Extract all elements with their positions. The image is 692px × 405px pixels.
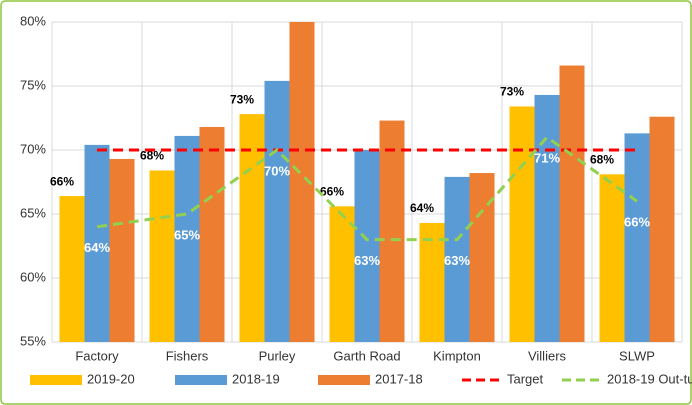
legend-label: 2018-19 Out-turn — [607, 371, 692, 386]
y-tick-label: 65% — [20, 205, 46, 220]
bar — [109, 158, 135, 342]
bar — [599, 174, 625, 342]
bar — [149, 170, 175, 342]
data-label: 70% — [264, 163, 290, 178]
data-label: 64% — [84, 240, 110, 255]
legend-label: 2018-19 — [232, 371, 280, 386]
y-tick-label: 75% — [20, 77, 46, 92]
y-tick-label: 80% — [20, 13, 46, 28]
data-label: 66% — [50, 174, 74, 188]
bar — [559, 65, 585, 343]
y-tick-label: 70% — [20, 141, 46, 156]
legend-label: Target — [507, 371, 544, 386]
bar — [419, 222, 445, 342]
data-label: 66% — [320, 184, 344, 198]
data-label: 63% — [354, 253, 380, 268]
data-label: 66% — [624, 215, 650, 230]
bar — [354, 150, 380, 342]
x-tick-label: Villiers — [528, 348, 567, 363]
legend-label: 2019-20 — [87, 371, 135, 386]
line-series — [96, 135, 638, 242]
legend-swatch — [175, 375, 227, 385]
bar — [469, 173, 495, 342]
x-tick-label: SLWP — [619, 348, 655, 363]
x-tick-label: Factory — [75, 348, 119, 363]
bar — [174, 135, 200, 342]
data-label: 73% — [230, 92, 254, 106]
x-tick-label: Fishers — [166, 348, 209, 363]
bar — [239, 114, 265, 342]
bar — [84, 144, 110, 342]
bar — [444, 176, 470, 342]
bar — [379, 120, 405, 342]
data-label: 68% — [140, 149, 164, 163]
x-tick-label: Garth Road — [333, 348, 400, 363]
data-label: 64% — [410, 201, 434, 215]
y-tick-label: 55% — [20, 333, 46, 348]
bar — [509, 106, 535, 342]
data-label: 71% — [534, 151, 560, 166]
x-tick-label: Purley — [259, 348, 296, 363]
data-label: 65% — [174, 227, 200, 242]
legend-label: 2017-18 — [375, 371, 423, 386]
bar — [329, 206, 355, 342]
data-label: 63% — [444, 253, 470, 268]
y-tick-label: 60% — [20, 269, 46, 284]
bar — [534, 94, 560, 343]
legend-swatch — [30, 375, 82, 385]
legend-swatch — [318, 375, 370, 385]
bar — [264, 80, 290, 342]
x-tick-label: Kimpton — [433, 348, 481, 363]
data-label: 73% — [500, 85, 524, 99]
bar — [59, 196, 85, 342]
bar — [624, 133, 650, 342]
bar — [199, 126, 225, 343]
data-label: 68% — [590, 152, 614, 166]
bar — [649, 116, 675, 342]
